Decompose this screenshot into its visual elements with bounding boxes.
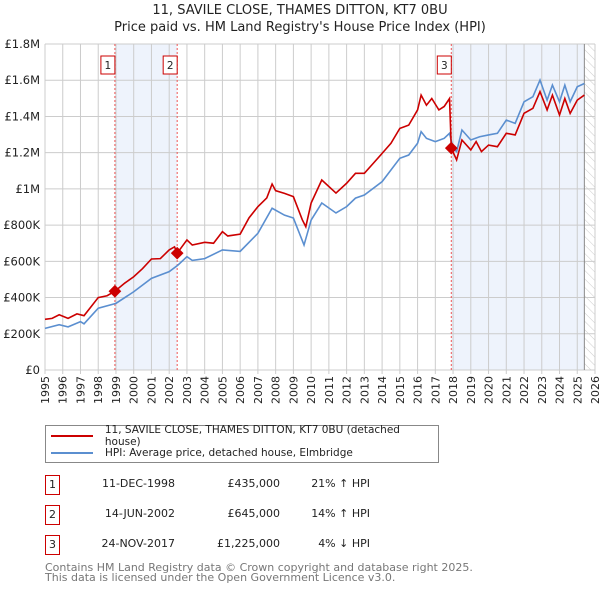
chart-subtitle: Price paid vs. HM Land Registry's House … — [114, 20, 486, 35]
footer-copyright: Contains HM Land Registry data © Crown c… — [45, 561, 473, 574]
x-tick-label: 1997 — [74, 376, 87, 404]
sale-marker-box: 2 — [45, 505, 60, 525]
sale-marker-box: 1 — [45, 475, 60, 495]
x-tick-label: 2022 — [518, 376, 531, 404]
x-tick-label: 2009 — [287, 376, 300, 404]
x-tick-label: 2005 — [216, 376, 229, 404]
x-tick-label: 2001 — [145, 376, 158, 404]
x-tick-label: 1998 — [92, 376, 105, 404]
x-tick-label: 2026 — [589, 376, 600, 404]
sale-marker-box: 3 — [45, 535, 60, 555]
legend-item-hpi: HPI: Average price, detached house, Elmb… — [46, 445, 353, 461]
shaded-range — [114, 44, 178, 370]
x-tick-label: 2015 — [394, 376, 407, 404]
y-tick-label: £1.8M — [4, 37, 40, 51]
x-tick-label: 2021 — [500, 376, 513, 404]
x-tick-label: 2010 — [305, 376, 318, 404]
hpi-line — [44, 77, 585, 330]
sale-price: £1,225,000 — [217, 537, 280, 550]
footer-licence: This data is licensed under the Open Gov… — [45, 571, 396, 584]
y-tick-label: £1.4M — [4, 109, 40, 123]
sale-hpi: 21% ↑ HPI — [311, 477, 370, 490]
sale-marker-label: 3 — [441, 60, 448, 72]
x-tick-label: 2002 — [163, 376, 176, 404]
x-tick-label: 2025 — [571, 376, 584, 404]
x-tick-label: 2012 — [341, 376, 354, 404]
sale-point — [170, 246, 184, 260]
y-tick-label: £800K — [3, 218, 40, 232]
y-tick-label: £0 — [25, 363, 40, 377]
x-tick-label: 1996 — [57, 376, 70, 404]
x-tick-label: 2008 — [270, 376, 283, 404]
y-tick-label: £1M — [15, 182, 40, 196]
x-tick-label: 2007 — [252, 376, 265, 404]
plot-area: 1995 1996 1997 1998 1999 2000 2001 2002 2003 2004… — [3, 37, 600, 404]
chart-title: 11, SAVILE CLOSE, THAMES DITTON, KT7 0BU — [152, 3, 448, 18]
legend: 11, SAVILE CLOSE, THAMES DITTON, KT7 0BU… — [45, 424, 439, 463]
x-tick-label: 2004 — [199, 376, 212, 404]
x-tick-label: 2017 — [429, 376, 442, 404]
legend-swatch-blue — [51, 452, 93, 454]
x-tick-label: 1999 — [110, 376, 123, 404]
x-tick-label: 2024 — [554, 376, 567, 404]
x-tick-label: 2013 — [358, 376, 371, 404]
sale-hpi: 4% ↓ HPI — [318, 537, 370, 550]
x-tick-label: 2003 — [181, 376, 194, 404]
sale-price: £645,000 — [227, 507, 281, 520]
x-tick-label: 2014 — [376, 376, 389, 404]
x-tick-label: 2019 — [465, 376, 478, 404]
sale-price: £435,000 — [227, 477, 281, 490]
legend-label: HPI: Average price, detached house, Elmb… — [105, 447, 353, 459]
x-tick-label: 2000 — [128, 376, 141, 404]
legend-item-property: 11, SAVILE CLOSE, THAMES DITTON, KT7 0BU… — [46, 424, 438, 448]
y-tick-label: £600K — [3, 254, 40, 268]
sale-row: 2 14-JUN-2002 £645,000 14% ↑ HPI — [45, 505, 465, 525]
sale-marker-box — [162, 55, 178, 75]
x-tick-label: 2016 — [412, 376, 425, 404]
x-tick-label: 1995 — [39, 376, 52, 404]
shaded-range — [451, 44, 585, 370]
sale-row: 3 24-NOV-2017 £1,225,000 4% ↓ HPI — [45, 535, 465, 555]
property-line — [44, 89, 585, 321]
x-tick-label: 2020 — [483, 376, 496, 404]
sale-row: 1 11-DEC-1998 £435,000 21% ↑ HPI — [45, 475, 465, 495]
legend-label: 11, SAVILE CLOSE, THAMES DITTON, KT7 0BU… — [104, 424, 400, 448]
future-hatch — [584, 44, 595, 370]
y-tick-label: £400K — [3, 291, 40, 305]
sale-hpi: 14% ↑ HPI — [311, 507, 370, 520]
sale-point — [108, 284, 122, 298]
x-tick-label: 2011 — [323, 376, 336, 404]
sale-marker-label: 2 — [167, 60, 174, 72]
y-tick-label: £1.6M — [4, 73, 40, 87]
sale-marker-label: 1 — [105, 60, 112, 72]
sale-marker-box — [436, 55, 452, 75]
y-tick-label: £1.2M — [4, 146, 40, 160]
sale-date: 14-JUN-2002 — [104, 507, 175, 520]
sale-date: 24-NOV-2017 — [101, 537, 175, 550]
x-tick-label: 2018 — [447, 376, 460, 404]
x-tick-label: 2023 — [536, 376, 549, 404]
y-tick-label: £200K — [3, 327, 40, 341]
legend-swatch-red — [51, 435, 93, 437]
sale-date: 11-DEC-1998 — [101, 477, 175, 490]
x-tick-label: 2006 — [234, 376, 247, 404]
sale-point — [444, 141, 458, 155]
sale-marker-box — [100, 55, 116, 75]
